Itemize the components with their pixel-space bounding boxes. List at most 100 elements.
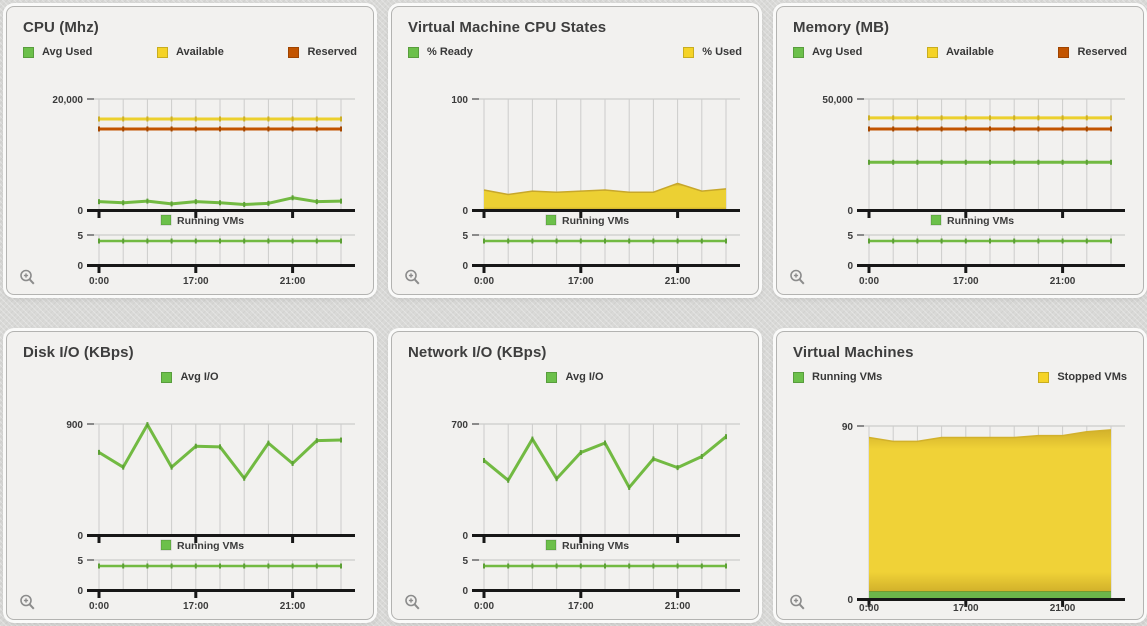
legend-item: Avg I/O bbox=[546, 371, 604, 383]
axis-label: 0:00 bbox=[89, 601, 109, 612]
axis-label: 700 bbox=[451, 420, 468, 431]
axis-label: 17:00 bbox=[183, 276, 209, 287]
legend-label: Running VMs bbox=[812, 371, 883, 383]
chart-svg: 20,000 0 Running VMs 5 0 0:00 17:00 21:00 bbox=[52, 95, 355, 287]
network-io-chart: 700 0 Running VMs 5 0 0:00 17:00 21:00 bbox=[394, 402, 754, 617]
legend: % Ready % Used bbox=[408, 46, 742, 58]
axis-label: 5 bbox=[77, 556, 83, 567]
panel-memory: Memory (MB) Avg Used Available Reserved … bbox=[776, 6, 1144, 295]
axis-label: 0 bbox=[847, 595, 853, 606]
panel-network-io: Network I/O (KBps) Avg I/O 700 0 Running V… bbox=[391, 331, 759, 620]
legend-swatch bbox=[683, 46, 695, 58]
legend-label: Available bbox=[175, 46, 224, 58]
axis-label: 0:00 bbox=[859, 276, 879, 287]
axis-label: 17:00 bbox=[953, 276, 979, 287]
axis-label: 0:00 bbox=[89, 276, 109, 287]
legend-label: Reserved bbox=[1077, 46, 1127, 58]
axis-label: Running VMs bbox=[562, 540, 629, 552]
vm-cpu-states-chart: 100 0 Running VMs 5 0 0:00 17:00 21:00 bbox=[394, 77, 754, 292]
panel-virtual-machines: Virtual Machines Running VMs Stopped VMs… bbox=[776, 331, 1144, 620]
legend-swatch bbox=[288, 46, 300, 58]
axis-label: 0:00 bbox=[474, 601, 494, 612]
legend-item: % Ready bbox=[408, 46, 473, 58]
chart-svg: 90 0 0:00 17:00 21:00 bbox=[842, 422, 1125, 614]
axis-label: Running VMs bbox=[947, 215, 1014, 227]
legend: Avg Used Available Reserved bbox=[23, 46, 357, 58]
axis-label: 5 bbox=[462, 556, 468, 567]
chart-svg: 700 0 Running VMs 5 0 0:00 17:00 21:00 bbox=[451, 420, 740, 612]
panel-title: Disk I/O (KBps) bbox=[23, 344, 134, 361]
legend: Avg I/O bbox=[408, 371, 742, 383]
zoom-in-icon[interactable] bbox=[403, 268, 423, 288]
axis-label: 0 bbox=[847, 261, 853, 272]
legend-swatch bbox=[546, 371, 558, 383]
legend-swatch bbox=[408, 46, 419, 58]
axis-label: 90 bbox=[842, 422, 854, 433]
axis-label: 0 bbox=[462, 586, 468, 597]
axis-label: 50,000 bbox=[822, 95, 853, 106]
axis-label: 17:00 bbox=[953, 603, 979, 614]
legend-item: Available bbox=[926, 46, 994, 58]
axis-label: 21:00 bbox=[280, 276, 306, 287]
panel-title: Virtual Machines bbox=[793, 344, 914, 361]
legend-swatch bbox=[156, 46, 168, 58]
panel-title: CPU (Mhz) bbox=[23, 19, 99, 36]
axis-label: 0 bbox=[847, 206, 853, 217]
axis-label: 100 bbox=[451, 95, 468, 106]
chart-svg: 100 0 Running VMs 5 0 0:00 17:00 21:00 bbox=[451, 95, 740, 287]
mini-legend-swatch bbox=[930, 214, 942, 226]
panel-title: Network I/O (KBps) bbox=[408, 344, 547, 361]
legend: Running VMs Stopped VMs bbox=[793, 371, 1127, 383]
panel-cpu: CPU (Mhz) Avg Used Available Reserved 20… bbox=[6, 6, 374, 295]
panel-title: Memory (MB) bbox=[793, 19, 890, 36]
axis-label: 0 bbox=[77, 206, 83, 217]
axis-label: 17:00 bbox=[183, 601, 209, 612]
series-Stopped VMs bbox=[869, 429, 1111, 592]
legend-item: % Used bbox=[683, 46, 742, 58]
mini-legend-swatch bbox=[545, 214, 557, 226]
legend-item: Avg Used bbox=[23, 46, 92, 58]
legend-swatch bbox=[793, 46, 804, 58]
legend-label: Avg I/O bbox=[565, 371, 604, 383]
disk-io-chart: 900 0 Running VMs 5 0 0:00 17:00 21:00 bbox=[9, 402, 369, 617]
zoom-in-icon[interactable] bbox=[18, 268, 38, 288]
zoom-in-icon[interactable] bbox=[788, 268, 808, 288]
panel-disk-io: Disk I/O (KBps) Avg I/O 900 0 Running VMs 5… bbox=[6, 331, 374, 620]
series-edge bbox=[483, 182, 727, 196]
axis-label: 21:00 bbox=[1050, 276, 1076, 287]
axis-label: Running VMs bbox=[177, 215, 244, 227]
axis-label: 21:00 bbox=[280, 601, 306, 612]
legend-item: Avg Used bbox=[793, 46, 862, 58]
axis-label: 900 bbox=[66, 420, 83, 431]
legend: Avg I/O bbox=[23, 371, 357, 383]
legend-swatch bbox=[1058, 46, 1070, 58]
axis-label: 5 bbox=[847, 231, 853, 242]
legend-label: Available bbox=[945, 46, 994, 58]
axis-label: 21:00 bbox=[665, 276, 691, 287]
legend-item: Stopped VMs bbox=[1038, 371, 1127, 383]
axis-label: 0 bbox=[77, 531, 83, 542]
legend: Avg Used Available Reserved bbox=[793, 46, 1127, 58]
zoom-in-icon[interactable] bbox=[18, 593, 38, 613]
mini-legend-swatch bbox=[160, 539, 172, 551]
virtual-machines-chart: 90 0 0:00 17:00 21:00 bbox=[779, 402, 1139, 617]
zoom-in-icon[interactable] bbox=[403, 593, 423, 613]
axis-label: 0:00 bbox=[474, 276, 494, 287]
panel-vm-cpu-states: Virtual Machine CPU States % Ready % Use… bbox=[391, 6, 759, 295]
axis-label: 20,000 bbox=[52, 95, 83, 106]
legend-label: Stopped VMs bbox=[1057, 371, 1127, 383]
legend-label: Avg Used bbox=[812, 46, 863, 58]
axis-label: 5 bbox=[462, 231, 468, 242]
legend-swatch bbox=[161, 371, 173, 383]
legend-item: Reserved bbox=[1058, 46, 1127, 58]
axis-label: 17:00 bbox=[568, 276, 594, 287]
zoom-in-icon[interactable] bbox=[788, 593, 808, 613]
axis-label: 0 bbox=[462, 206, 468, 217]
axis-label: Running VMs bbox=[177, 540, 244, 552]
chart-svg: 900 0 Running VMs 5 0 0:00 17:00 21:00 bbox=[66, 420, 355, 612]
axis-label: 21:00 bbox=[665, 601, 691, 612]
panel-title: Virtual Machine CPU States bbox=[408, 19, 607, 36]
legend-label: Reserved bbox=[307, 46, 357, 58]
mini-legend-swatch bbox=[545, 539, 557, 551]
legend-item: Available bbox=[156, 46, 224, 58]
